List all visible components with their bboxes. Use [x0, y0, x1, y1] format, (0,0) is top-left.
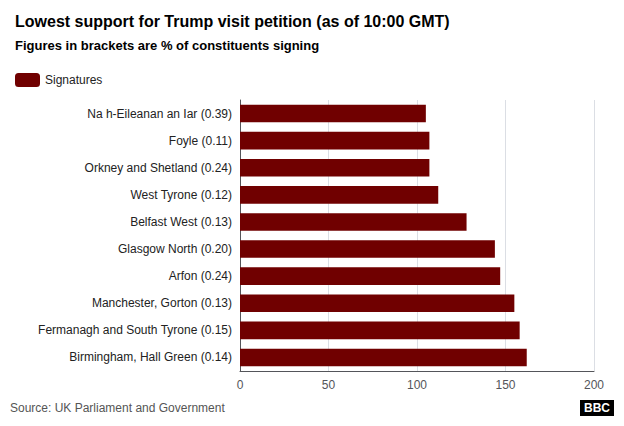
svg-text:Birmingham, Hall Green (0.14): Birmingham, Hall Green (0.14): [69, 350, 232, 364]
svg-text:0: 0: [237, 378, 244, 392]
svg-text:Foyle (0.11): Foyle (0.11): [169, 134, 232, 148]
svg-text:100: 100: [407, 378, 427, 392]
svg-text:Na h-Eileanan an Iar (0.39): Na h-Eileanan an Iar (0.39): [87, 107, 232, 121]
svg-text:Manchester, Gorton (0.13): Manchester, Gorton (0.13): [92, 296, 232, 310]
svg-text:Figures in brackets are % of c: Figures in brackets are % of constituent…: [15, 38, 319, 53]
svg-text:200: 200: [584, 378, 604, 392]
svg-text:Source: UK Parliament and Gove: Source: UK Parliament and Government: [10, 401, 225, 415]
svg-text:150: 150: [495, 378, 515, 392]
svg-text:50: 50: [322, 378, 336, 392]
svg-text:Belfast West (0.13): Belfast West (0.13): [130, 215, 232, 229]
svg-text:Orkney and Shetland (0.24): Orkney and Shetland (0.24): [85, 161, 232, 175]
svg-text:Arfon (0.24): Arfon (0.24): [169, 269, 232, 283]
svg-text:Glasgow North (0.20): Glasgow North (0.20): [118, 242, 232, 256]
svg-text:Fermanagh and South Tyrone (0.: Fermanagh and South Tyrone (0.15): [38, 323, 232, 337]
svg-text:Signatures: Signatures: [45, 73, 102, 87]
svg-text:Lowest support for Trump visit: Lowest support for Trump visit petition …: [15, 13, 450, 30]
svg-text:West Tyrone (0.12): West Tyrone (0.12): [130, 188, 232, 202]
svg-text:BBC: BBC: [584, 401, 610, 415]
